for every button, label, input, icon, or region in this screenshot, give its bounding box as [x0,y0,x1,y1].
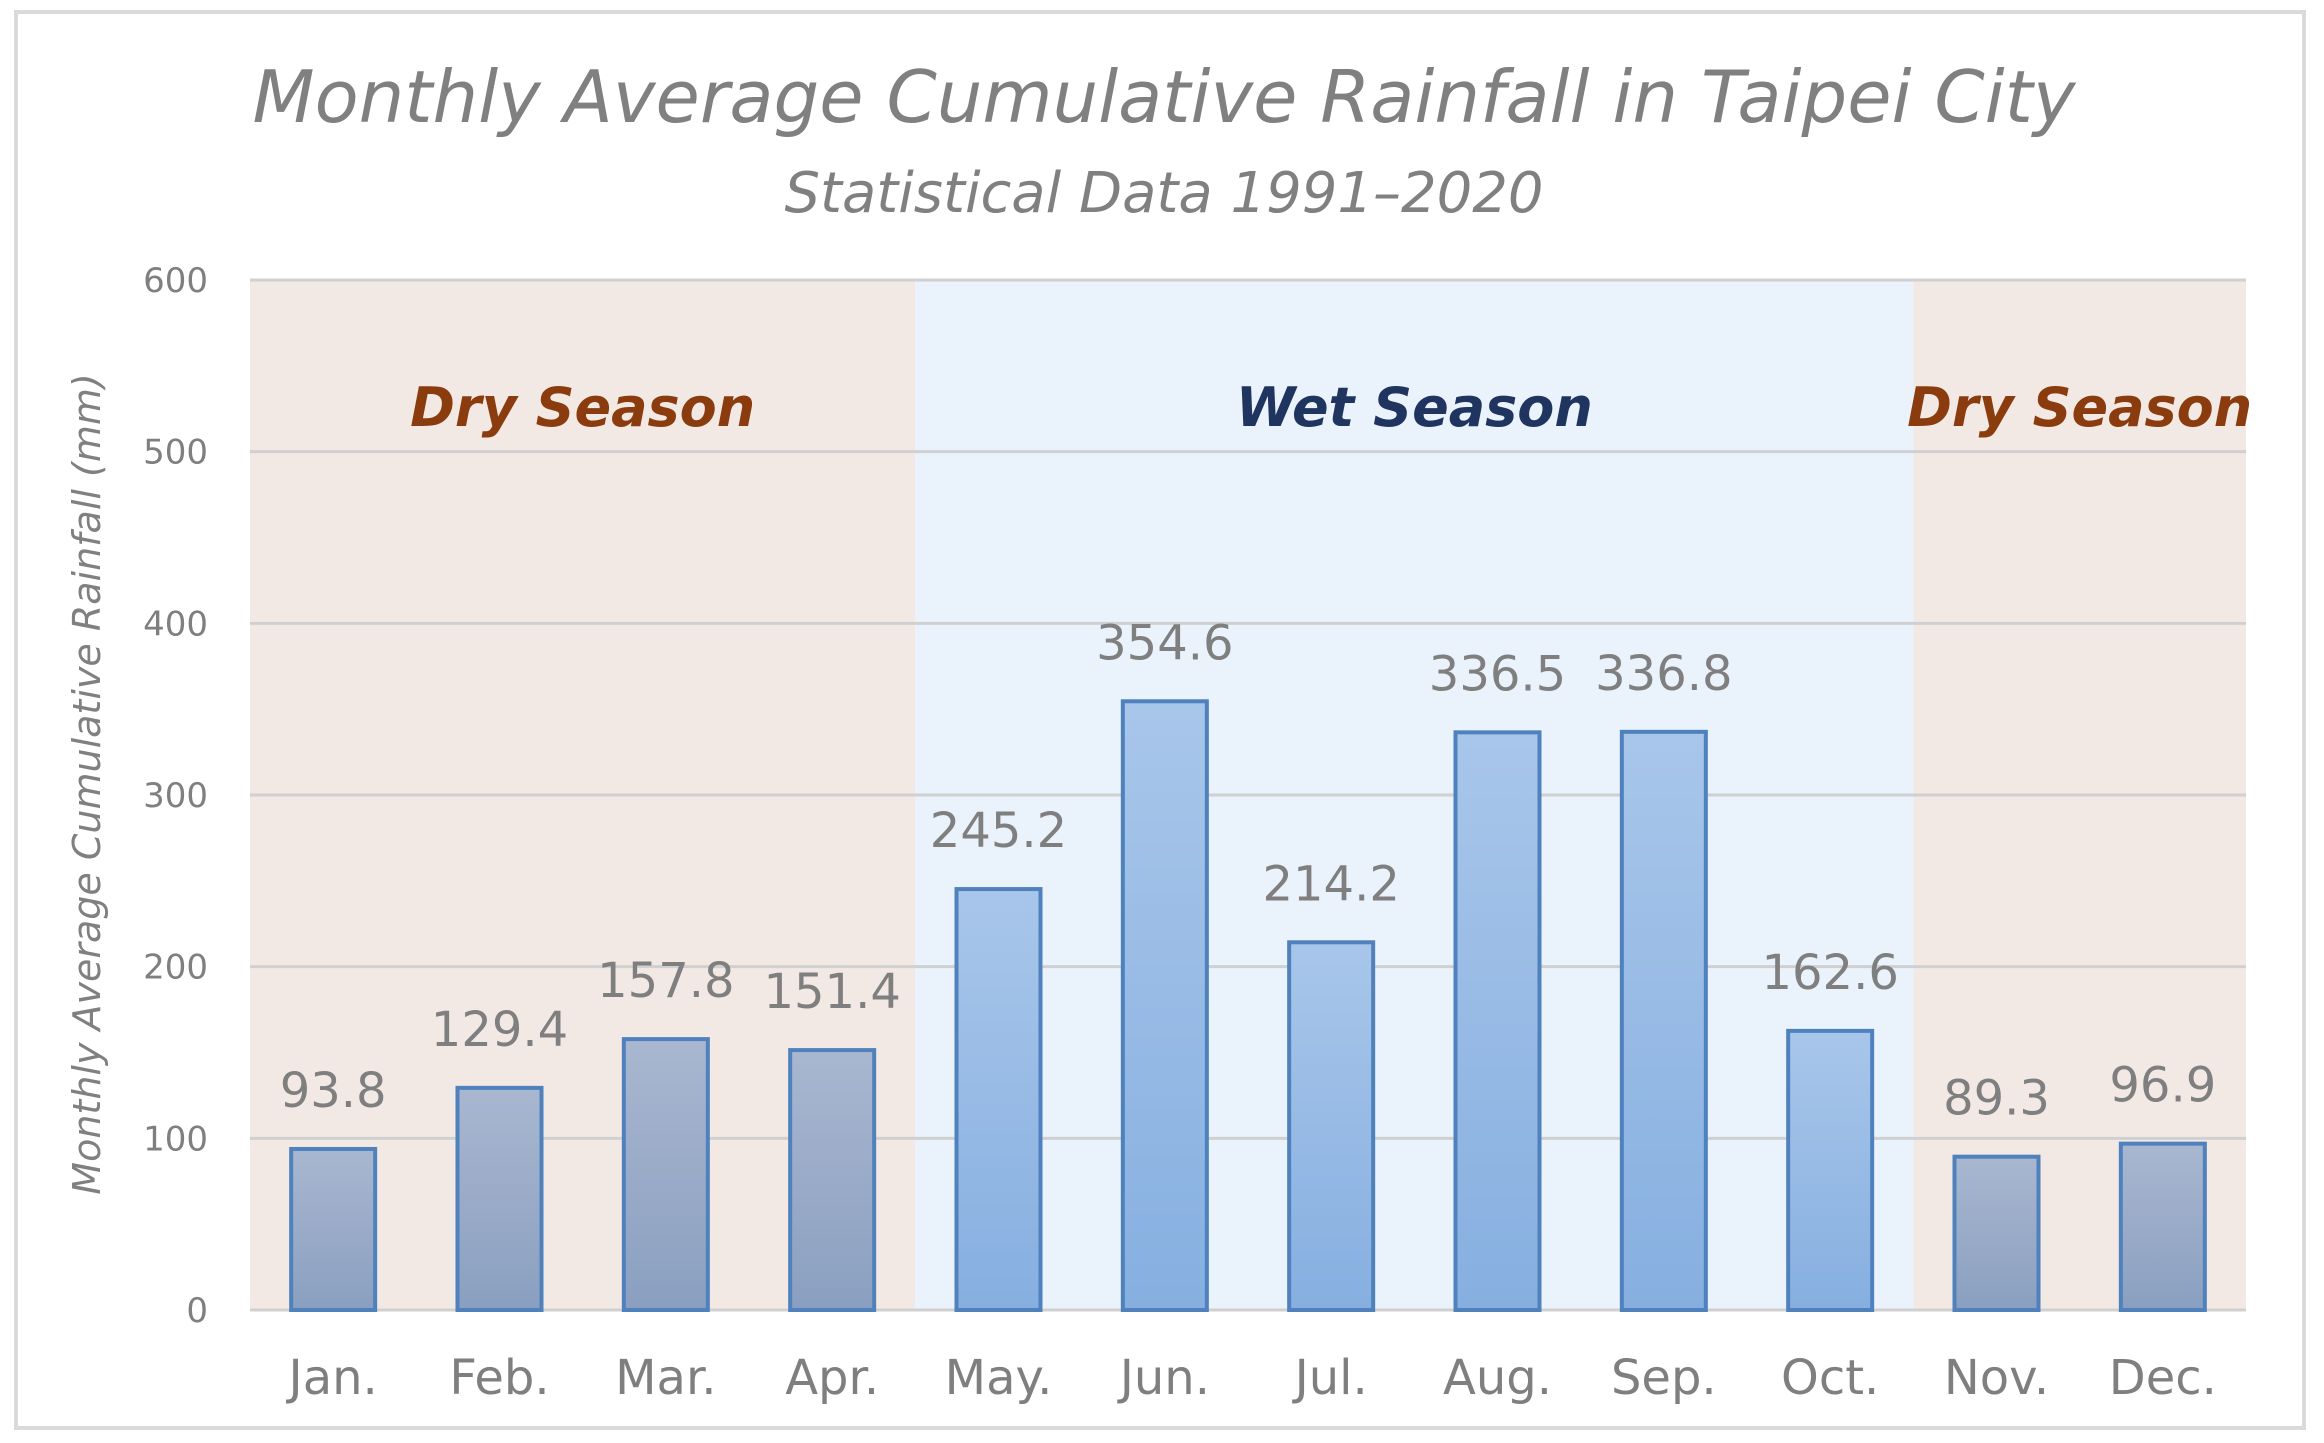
x-tick-label: Jul. [1292,1350,1368,1406]
y-axis-ticks: 0 100 200 300 400 500 600 [143,261,208,1331]
data-label: 336.8 [1595,646,1732,702]
bars [289,699,2207,1313]
y-tick-label: 200 [143,948,208,988]
data-label: 214.2 [1262,856,1399,912]
bar-apr [788,1048,877,1312]
x-tick-label: Apr. [785,1350,879,1406]
y-axis-label: Monthly Average Cumulative Rainfall (mm) [65,373,109,1194]
bar-oct [1786,1028,1875,1312]
season-label-dry: Dry Season [1907,376,2252,439]
bar-mar [621,1037,710,1312]
chart-title: Monthly Average Cumulative Rainfall in T… [253,55,2077,139]
y-tick-label: 600 [143,261,208,301]
chart-subtitle: Statistical Data 1991–2020 [784,161,1543,226]
y-tick-label: 500 [143,433,208,473]
bar-may [954,887,1043,1312]
data-label: 93.8 [280,1063,387,1119]
x-tick-label: May. [945,1350,1053,1406]
x-tick-label: Mar. [615,1350,716,1406]
y-tick-label: 300 [143,776,208,816]
data-labels: 93.8 129.4 157.8 151.4 245.2 354.6 214.2 336.5 3… [280,615,2217,1126]
bar-sep [1619,729,1708,1312]
data-label: 354.6 [1096,615,1233,671]
x-tick-label: Feb. [449,1350,549,1406]
x-tick-label: Aug. [1443,1350,1552,1406]
x-tick-label: Dec. [2109,1350,2217,1406]
x-tick-label: Jun. [1117,1350,1210,1406]
bar-jul [1287,940,1376,1312]
bar-nov [1952,1154,2041,1312]
bar-aug [1453,730,1542,1312]
data-label: 129.4 [431,1002,568,1058]
bar-feb [455,1085,544,1312]
season-label-wet: Wet Season [1236,376,1593,439]
bar-dec [2118,1141,2207,1313]
gridlines [250,278,2246,1312]
bar-jun [1120,699,1209,1312]
x-tick-label: Oct. [1781,1350,1879,1406]
x-tick-label: Sep. [1611,1350,1717,1406]
bar-jan [289,1146,378,1313]
x-tick-label: Jan. [286,1350,378,1406]
y-tick-label: 100 [143,1119,208,1159]
data-label: 162.6 [1761,945,1898,1001]
rainfall-chart: 93.8 129.4 157.8 151.4 245.2 354.6 214.2 336.5 3… [65,55,2252,1406]
x-tick-label: Nov. [1944,1350,2049,1406]
y-tick-label: 0 [186,1291,208,1331]
data-label: 157.8 [597,953,734,1009]
data-label: 336.5 [1429,646,1566,702]
data-label: 245.2 [930,803,1067,859]
chart-frame: 93.8 129.4 157.8 151.4 245.2 354.6 214.2 336.5 3… [14,10,2306,1430]
season-label-dry: Dry Season [410,376,755,439]
data-label: 89.3 [1943,1071,2050,1127]
y-tick-label: 400 [143,604,208,644]
season-labels: Dry Season Wet Season Dry Season [410,376,2252,439]
data-label: 151.4 [763,964,900,1020]
x-axis-categories: Jan. Feb. Mar. Apr. May. Jun. Jul. Aug. Sep. Oct.… [286,1350,2217,1406]
data-label: 96.9 [2109,1058,2216,1114]
